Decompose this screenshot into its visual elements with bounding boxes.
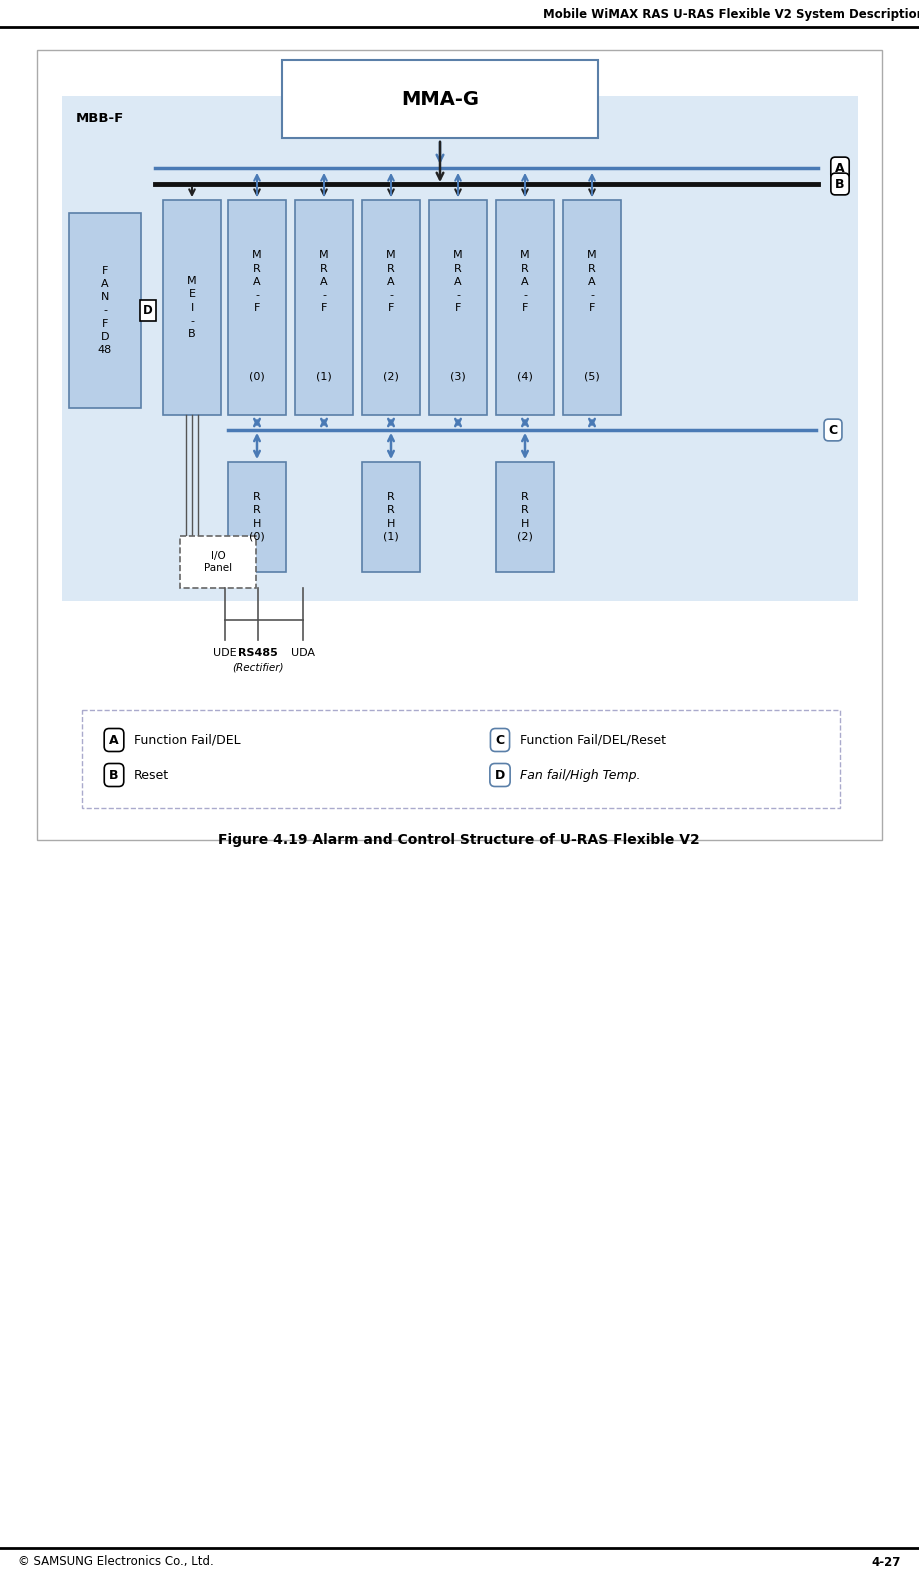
Text: Reset: Reset <box>134 768 169 781</box>
Text: MBB-F: MBB-F <box>76 112 124 126</box>
Bar <box>228 200 286 415</box>
Text: (2): (2) <box>383 371 399 382</box>
Text: B: B <box>835 178 845 190</box>
Text: D: D <box>143 305 153 317</box>
Text: (5): (5) <box>584 371 600 382</box>
Text: MMA-G: MMA-G <box>401 90 479 108</box>
Text: A: A <box>109 734 119 746</box>
Text: Function Fail/DEL/Reset: Function Fail/DEL/Reset <box>520 734 666 746</box>
Text: UDA: UDA <box>291 647 315 658</box>
Text: (0): (0) <box>249 371 265 382</box>
Text: R
R
H
(0): R R H (0) <box>249 492 265 542</box>
Bar <box>282 60 598 138</box>
Bar <box>69 214 141 408</box>
Bar <box>37 50 882 840</box>
Bar <box>496 462 554 572</box>
Text: C: C <box>828 424 837 437</box>
Text: UDE: UDE <box>213 647 237 658</box>
Text: M
R
A
-
F: M R A - F <box>453 250 463 313</box>
Text: I/O
Panel: I/O Panel <box>204 551 233 573</box>
Text: Figure 4.19 Alarm and Control Structure of U-RAS Flexible V2: Figure 4.19 Alarm and Control Structure … <box>218 833 700 847</box>
Bar <box>62 96 858 602</box>
Bar <box>362 200 420 415</box>
Text: M
R
A
-
F: M R A - F <box>319 250 329 313</box>
Text: Mobile WiMAX RAS U-RAS Flexible V2 System Description/Ver.1.0: Mobile WiMAX RAS U-RAS Flexible V2 Syste… <box>543 8 919 20</box>
Bar <box>180 536 256 588</box>
Bar <box>295 200 353 415</box>
Text: M
R
A
-
F: M R A - F <box>252 250 262 313</box>
Text: Fan fail/High Temp.: Fan fail/High Temp. <box>520 768 641 781</box>
Text: F
A
N
-
F
D
48: F A N - F D 48 <box>98 265 112 355</box>
Text: (3): (3) <box>450 371 466 382</box>
Bar <box>362 462 420 572</box>
Text: (4): (4) <box>517 371 533 382</box>
Text: R
R
H
(1): R R H (1) <box>383 492 399 542</box>
Text: D: D <box>494 768 505 781</box>
Text: M
R
A
-
F: M R A - F <box>386 250 396 313</box>
Text: B: B <box>109 768 119 781</box>
Bar <box>429 200 487 415</box>
Text: M
R
A
-
F: M R A - F <box>520 250 530 313</box>
Text: (Rectifier): (Rectifier) <box>233 661 284 672</box>
Text: M
R
A
-
F: M R A - F <box>587 250 596 313</box>
Text: RS485: RS485 <box>238 647 278 658</box>
Text: (1): (1) <box>316 371 332 382</box>
Bar <box>496 200 554 415</box>
Text: © SAMSUNG Electronics Co., Ltd.: © SAMSUNG Electronics Co., Ltd. <box>18 1555 214 1568</box>
Text: Function Fail/DEL: Function Fail/DEL <box>134 734 241 746</box>
Text: C: C <box>495 734 505 746</box>
Bar <box>563 200 621 415</box>
Text: R
R
H
(2): R R H (2) <box>517 492 533 542</box>
Bar <box>163 200 221 415</box>
Text: M
E
I
-
B: M E I - B <box>187 276 197 339</box>
Bar <box>82 710 840 807</box>
Bar <box>228 462 286 572</box>
Text: 4-27: 4-27 <box>871 1555 901 1568</box>
Text: A: A <box>835 162 845 174</box>
